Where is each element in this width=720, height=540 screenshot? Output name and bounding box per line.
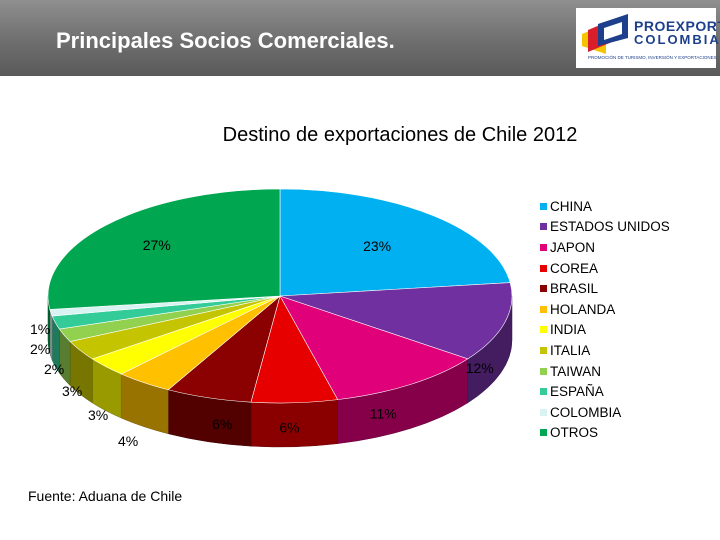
legend-label: TAIWAN: [550, 363, 601, 379]
legend-label: OTROS: [550, 425, 599, 441]
legend-item: COLOMBIA: [540, 402, 670, 423]
pie-label-holanda: 4%: [118, 433, 138, 449]
pie-label-taiwan: 2%: [44, 361, 64, 377]
proexport-logo: PROEXPORT COLOMBIA PROMOCIÓN DE TURISMO,…: [576, 8, 720, 68]
page-title: Principales Socios Comerciales.: [56, 28, 395, 53]
legend-item: ESPAÑA: [540, 381, 670, 402]
legend-item: HOLANDA: [540, 299, 670, 320]
pie-label-japon: 11%: [370, 405, 397, 421]
pie-label-india: 3%: [62, 383, 82, 399]
legend-label: COREA: [550, 260, 599, 276]
legend-label: COLOMBIA: [550, 404, 622, 420]
source-note: Fuente: Aduana de Chile: [28, 488, 183, 504]
legend-item: ITALIA: [540, 340, 670, 361]
pie-label-otros: 27%: [143, 237, 171, 253]
pie-slice-otros: [47, 188, 281, 310]
legend-label: ESTADOS UNIDOS: [550, 219, 670, 235]
legend-label: ITALIA: [550, 342, 591, 358]
pie-slice-china: [279, 188, 511, 297]
legend-swatch: [540, 223, 547, 231]
legend-swatch: [540, 305, 547, 313]
legend-item: TAIWAN: [540, 361, 670, 382]
legend-item: BRASIL: [540, 278, 670, 299]
pie-label-españa: 2%: [30, 341, 50, 357]
header-bar: Principales Socios Comerciales. PROEXPOR…: [0, 0, 720, 76]
pie-slice-japon: [279, 295, 469, 400]
pie-label-group: 23% 12% 11% 6% 6% 4% 3% 3% 2% 2% 1% 27%: [30, 237, 494, 449]
pie-label-colombia: 1%: [30, 321, 50, 337]
logo-mark-icon: [582, 14, 628, 54]
pie-side-group: [47, 295, 513, 448]
legend-label: ESPAÑA: [550, 384, 604, 400]
logo-wordmark: PROEXPORT: [634, 18, 720, 34]
legend-label: HOLANDA: [550, 301, 616, 317]
logo-tagline: PROMOCIÓN DE TURISMO, INVERSIÓN Y EXPORT…: [588, 55, 717, 60]
legend-item: COREA: [540, 258, 670, 279]
legend-label: CHINA: [550, 198, 593, 214]
legend-swatch: [540, 202, 547, 210]
pie-label-corea: 6%: [279, 420, 299, 436]
legend-swatch: [540, 367, 547, 375]
legend-item: CHINA: [540, 196, 670, 217]
legend-item: JAPON: [540, 237, 670, 258]
pie-label-brasil: 6%: [212, 416, 232, 432]
pie-top-group: [47, 188, 513, 404]
legend-item: INDIA: [540, 320, 670, 341]
legend-swatch: [540, 388, 547, 396]
logo-country: COLOMBIA: [634, 32, 720, 47]
pie-slice-estados-unidos: [279, 282, 513, 360]
legend-swatch: [540, 285, 547, 293]
legend-item: OTROS: [540, 423, 670, 444]
legend-label: JAPON: [550, 239, 596, 255]
chart-title: Destino de exportaciones de Chile 2012: [222, 124, 578, 146]
legend-swatch: [540, 408, 547, 416]
legend-swatch: [540, 429, 547, 437]
pie-label-china: 23%: [363, 238, 391, 254]
legend-swatch: [540, 243, 547, 251]
legend-label: BRASIL: [550, 281, 599, 297]
legend-swatch: [540, 326, 547, 334]
legend-swatch: [540, 346, 547, 354]
pie-label-italia: 3%: [88, 407, 108, 423]
legend-swatch: [540, 264, 547, 272]
legend-item: ESTADOS UNIDOS: [540, 217, 670, 238]
legend-label: INDIA: [550, 322, 587, 338]
pie-label-estados-unidos: 12%: [466, 360, 494, 376]
chart-legend: CHINA ESTADOS UNIDOS JAPON COREA BRASIL HOLAN…: [540, 196, 670, 443]
